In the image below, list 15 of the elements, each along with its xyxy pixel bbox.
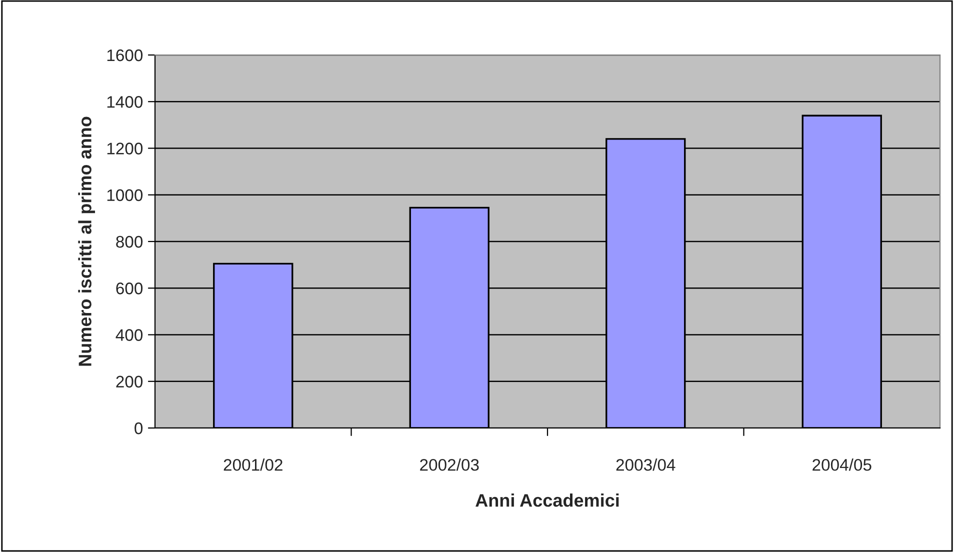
y-tick-label: 1000 <box>107 189 143 202</box>
x-axis-title: Anni Accademici <box>476 494 619 507</box>
y-tick-label: 1600 <box>107 49 143 62</box>
y-axis-title: Numero iscritti al primo anno <box>78 116 96 366</box>
y-tick-label: 600 <box>116 282 143 294</box>
y-tick-label: 0 <box>134 422 143 434</box>
y-tick-label: 200 <box>116 376 143 388</box>
x-tick-label: 2003/04 <box>616 458 676 471</box>
y-tick-label: 1200 <box>107 142 143 154</box>
x-tick-label: 2001/02 <box>224 458 282 471</box>
x-tick-label: 2004/05 <box>812 458 872 471</box>
y-tick-label: 1400 <box>107 96 143 108</box>
x-tick-label: 2002/03 <box>420 458 479 471</box>
y-tick-label: 400 <box>116 329 143 341</box>
y-tick-label: 800 <box>116 236 143 248</box>
